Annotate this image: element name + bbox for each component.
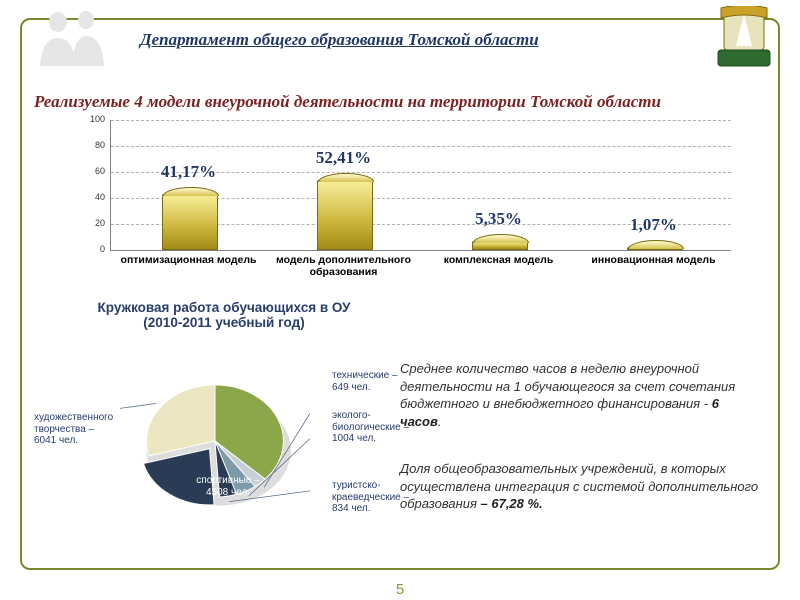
p2-pre: Доля общеобразовательных учреждений, в к… — [400, 461, 758, 511]
paragraph-avg-hours: Среднее количество часов в неделю внеуро… — [400, 360, 760, 430]
paragraph-integration-share: Доля общеобразовательных учреждений, в к… — [400, 460, 760, 513]
p1-post: . — [438, 414, 442, 429]
models-bar-chart: 02040608010041,17%оптимизационная модель… — [60, 120, 750, 280]
people-silhouette-icon — [30, 8, 120, 68]
p1-pre: Среднее количество часов в неделю внеуро… — [400, 361, 735, 411]
slide: Департамент общего образования Томской о… — [0, 0, 800, 600]
pie-chart-title: Кружковая работа обучающихся в ОУ(2010-2… — [74, 300, 374, 330]
bar-plot-area: 02040608010041,17%оптимизационная модель… — [110, 120, 731, 251]
p2-bold: – 67,28 %. — [481, 496, 543, 511]
tomsk-crest-icon — [716, 6, 772, 70]
page-number: 5 — [0, 581, 800, 598]
department-title: Департамент общего образования Томской о… — [140, 30, 539, 50]
slide-subtitle: Реализуемые 4 модели внеурочной деятельн… — [34, 92, 661, 112]
